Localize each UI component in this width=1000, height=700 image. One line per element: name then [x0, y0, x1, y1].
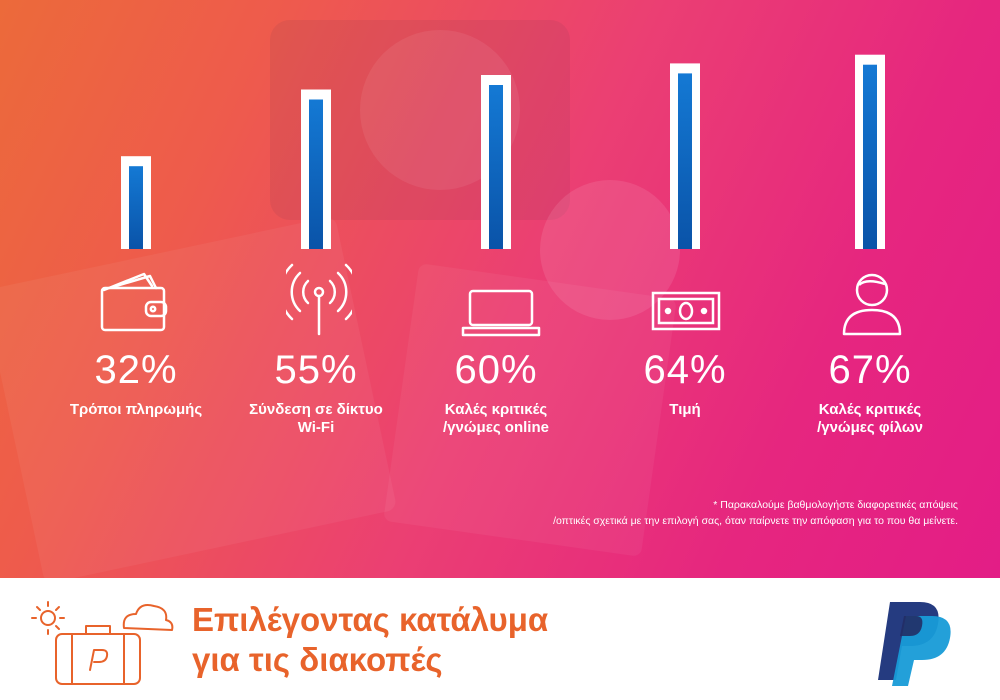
bar-1 — [129, 166, 143, 249]
bar-5 — [863, 64, 877, 249]
footnote-line-1: * Παρακαλούμε βαθμολογήστε διαφορετικές … — [713, 499, 958, 511]
footer-title: Επιλέγοντας κατάλυμα για τις διακοπές — [192, 600, 548, 680]
category-label-1-line-1: Τρόποι πληρωμής — [69, 401, 203, 418]
category-label-3: Καλές κριτικές/γνώμες online — [406, 401, 586, 437]
suitcase-sun-cloud-icon — [31, 601, 174, 685]
category-label-4-line-1: Τιμή — [669, 401, 701, 418]
footer: Επιλέγοντας κατάλυμα για τις διακοπές — [0, 578, 1000, 700]
bar-chart — [129, 64, 877, 250]
category-label-4: Τιμή — [595, 401, 775, 419]
footnote-line-2: /οπτικές σχετικά με την επιλογή σας, ότα… — [553, 515, 958, 527]
category-label-3-line-2: /γνώμες online — [443, 419, 549, 436]
value-label-3: 60% — [454, 348, 538, 392]
paypal-logo-icon — [878, 602, 951, 686]
category-label-5-line-2: /γνώμες φίλων — [817, 419, 923, 436]
footer-title-line-1: Επιλέγοντας κατάλυμα — [192, 601, 549, 638]
footnote: * Παρακαλούμε βαθμολογήστε διαφορετικές … — [553, 497, 958, 529]
value-label-2: 55% — [274, 348, 358, 392]
category-label-3-line-1: Καλές κριτικές — [444, 401, 548, 418]
bar-3 — [489, 85, 503, 249]
category-label-2: Σύνδεση σε δίκτυο Wi-Fi — [226, 401, 406, 437]
bar-2 — [309, 99, 323, 249]
wifi-icon — [286, 263, 352, 336]
footer-title-line-2: για τις διακοπές — [192, 641, 443, 678]
wallet-icon — [100, 272, 168, 332]
laptop-icon — [461, 289, 541, 337]
category-label-1: Τρόποι πληρωμής — [46, 401, 226, 419]
value-label-5: 67% — [828, 348, 912, 392]
bar-4 — [678, 73, 692, 250]
person-icon — [842, 273, 902, 336]
category-label-2-line-1: Σύνδεση σε δίκτυο — [249, 401, 383, 418]
banknote-icon — [651, 291, 721, 331]
value-label-1: 32% — [94, 348, 178, 392]
category-label-5: Καλές κριτικές/γνώμες φίλων — [780, 401, 960, 437]
background-photo-cup — [540, 180, 680, 320]
category-label-5-line-1: Καλές κριτικές — [818, 401, 922, 418]
category-label-2-line-2: Wi-Fi — [297, 419, 335, 436]
value-label-4: 64% — [643, 348, 727, 392]
